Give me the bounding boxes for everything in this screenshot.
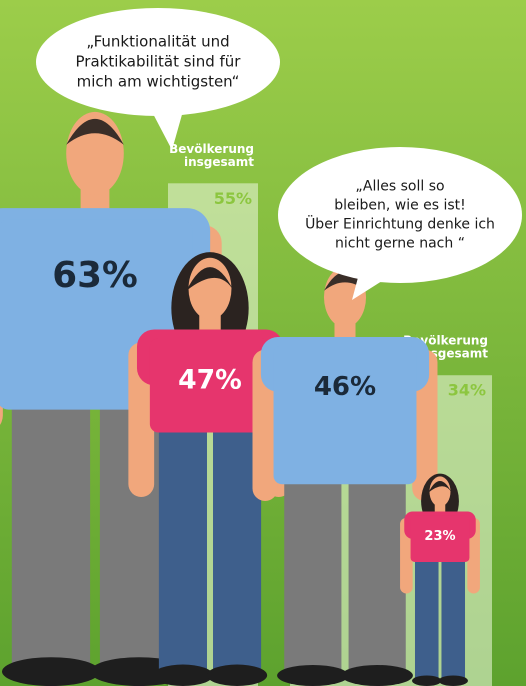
value-label: 46% [314, 372, 376, 402]
leg [11, 386, 91, 669]
shoe [277, 664, 349, 686]
hair [66, 118, 124, 145]
torso [149, 338, 271, 433]
reference-value-label: 55% [214, 189, 252, 208]
man-figure [252, 266, 438, 686]
shoe [152, 664, 214, 686]
shoe [206, 664, 268, 686]
quote-line: bleiben, wie es ist! [334, 198, 466, 214]
hair [186, 267, 234, 291]
reference-label: Bevölkerung [169, 142, 254, 156]
reference-label: insgesamt [184, 155, 254, 169]
torso [410, 515, 470, 562]
value-label: 23% [424, 529, 455, 544]
speech-bubble [36, 8, 280, 116]
torso [273, 345, 417, 485]
head [188, 257, 232, 320]
shoe [341, 664, 413, 686]
quote-line: nicht gerne nach “ [335, 236, 465, 252]
leg [414, 553, 439, 680]
speech-bubble [278, 147, 522, 283]
quote-line: Über Einrichtung denke ich [305, 215, 495, 233]
quote-line: „Funktionalität und [86, 33, 229, 51]
leg [158, 415, 207, 674]
head [429, 476, 451, 507]
hair [428, 481, 452, 493]
quote-line: mich am wichtigsten“ [77, 73, 240, 91]
value-label: 47% [178, 364, 242, 395]
leg [348, 467, 406, 674]
woman-figure [400, 473, 480, 686]
quote-line: Praktikabilität sind für [76, 53, 242, 71]
shoe [2, 657, 100, 686]
quote-line: „Alles soll so [355, 179, 444, 195]
leg [441, 553, 466, 680]
reference-value-label: 34% [448, 381, 486, 400]
shoe [412, 675, 442, 686]
shoe [438, 675, 468, 686]
leg [284, 467, 342, 674]
neck [434, 503, 446, 516]
value-label: 63% [52, 255, 137, 296]
